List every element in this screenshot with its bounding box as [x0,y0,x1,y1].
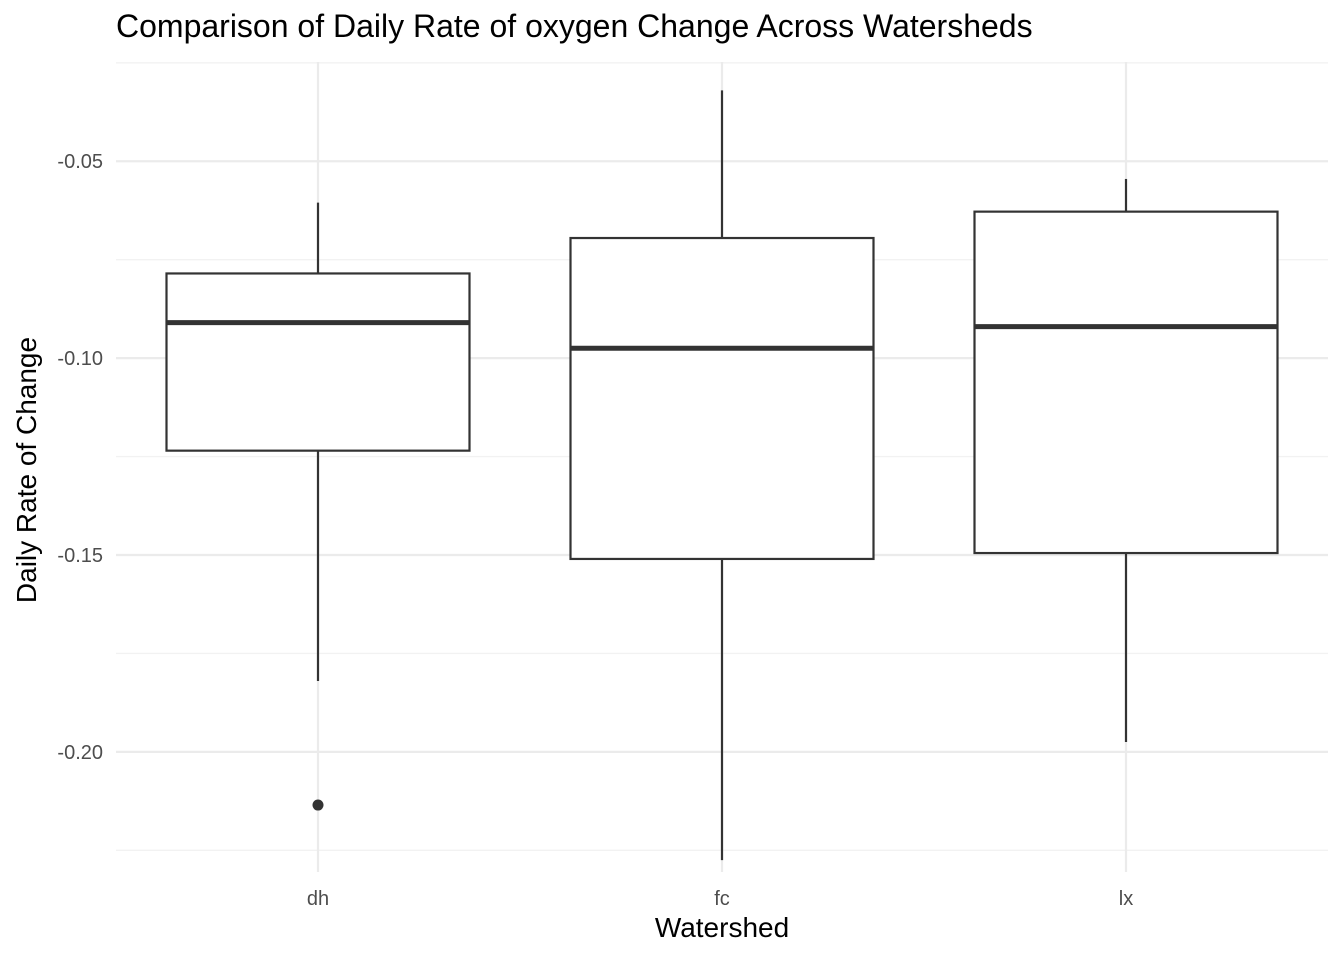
y-axis-title: Daily Rate of Change [11,336,42,604]
y-tick-label: -0.15 [57,545,103,567]
chart-title: Comparison of Daily Rate of oxygen Chang… [116,8,1033,44]
box-lx [973,178,1279,743]
box-fc [569,90,875,861]
iqr-box [973,210,1279,555]
y-tick-label: -0.10 [57,348,103,370]
iqr-box [569,236,875,561]
x-tick-label-dh: dh [307,888,329,910]
boxplot-series [165,90,1279,861]
x-axis-title: Watershed [654,912,790,943]
y-tick-label: -0.05 [57,151,103,173]
y-axis-ticks: -0.20 -0.15 -0.10 -0.05 [57,151,103,764]
outlier-point [312,799,324,811]
x-tick-label-fc: fc [714,888,730,910]
x-tick-label-lx: lx [1119,888,1133,910]
iqr-box [165,272,471,452]
y-tick-label: -0.20 [57,742,103,764]
box-dh [165,202,471,811]
x-axis-ticks: dh fc lx [307,888,1133,910]
